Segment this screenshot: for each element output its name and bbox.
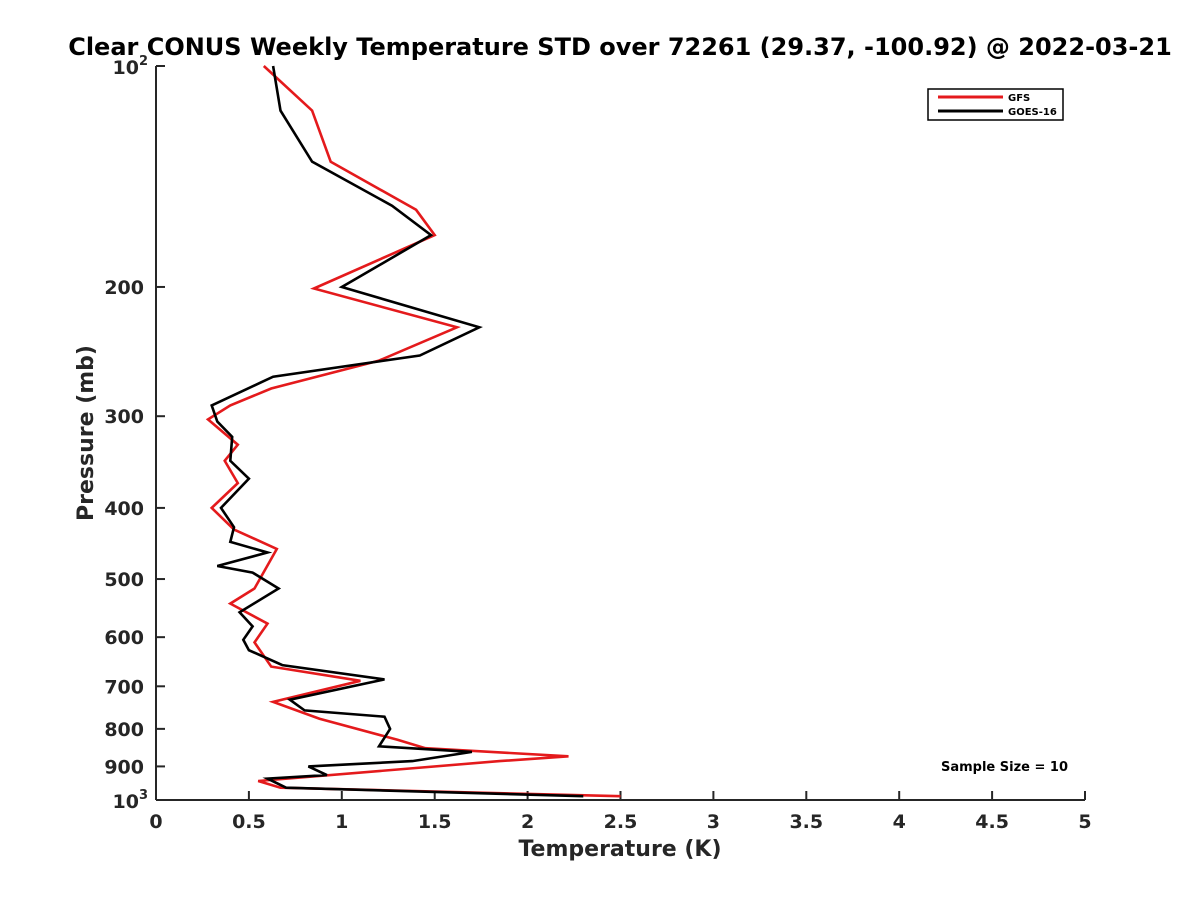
sample-size-annotation: Sample Size = 10 — [941, 760, 1068, 775]
y-tick-label-base: 10 — [113, 791, 139, 813]
legend: GFS GOES-16 — [927, 88, 1064, 121]
x-tick-label: 5 — [1078, 811, 1091, 833]
x-tick-label: 3 — [707, 811, 720, 833]
y-tick-label: 102 — [113, 54, 149, 79]
x-tick-label: 1 — [335, 811, 348, 833]
y-tick-label: 600 — [104, 627, 144, 649]
x-tick-label: 4.5 — [975, 811, 1009, 833]
y-tick-label: 900 — [104, 756, 144, 778]
y-tick-label: 200 — [104, 277, 144, 299]
x-tick-label: 2.5 — [604, 811, 638, 833]
y-tick-label: 500 — [104, 569, 144, 591]
x-tick-label: 0.5 — [232, 811, 266, 833]
legend-box — [927, 88, 1064, 121]
y-tick-label-exponent: 3 — [139, 788, 148, 803]
x-tick-label: 0 — [149, 811, 162, 833]
x-tick-label: 2 — [521, 811, 534, 833]
chart-title: Clear CONUS Weekly Temperature STD over … — [68, 33, 1172, 61]
x-axis-label: Temperature (K) — [518, 837, 721, 862]
y-tick-label: 400 — [104, 498, 144, 520]
y-tick-label: 800 — [104, 719, 144, 741]
plot-area — [156, 66, 1085, 800]
x-tick-label: 3.5 — [789, 811, 823, 833]
x-axis-ticks: 0 0.5 1 1.5 2 2.5 3 3.5 4 4.5 5 — [149, 791, 1092, 833]
y-axis-label: Pressure (mb) — [74, 345, 99, 521]
series-layer — [205, 65, 621, 798]
series-line-goes16 — [210, 65, 584, 798]
legend-label-gfs: GFS — [1008, 93, 1030, 104]
y-tick-label: 300 — [104, 406, 144, 428]
y-tick-label: 103 — [113, 788, 149, 813]
series-line-gfs — [205, 65, 621, 798]
y-tick-label-exponent: 2 — [139, 54, 148, 69]
x-tick-label: 1.5 — [418, 811, 452, 833]
legend-label-goes16: GOES-16 — [1008, 107, 1057, 118]
y-tick-label: 700 — [104, 676, 144, 698]
y-tick-label-base: 10 — [113, 57, 139, 79]
x-tick-label: 4 — [893, 811, 906, 833]
